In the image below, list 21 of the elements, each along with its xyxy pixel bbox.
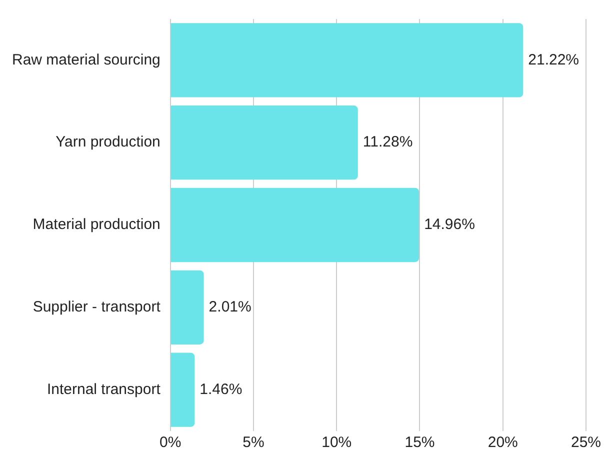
y-tick-label: Supplier - transport — [32, 298, 162, 316]
bar — [170, 270, 204, 344]
x-tick-label: 10% — [322, 434, 352, 452]
y-tick-label: Material production — [32, 216, 160, 234]
bar — [170, 188, 420, 262]
data-label: 21.22% — [528, 51, 580, 68]
data-label: 14.96% — [424, 216, 475, 234]
x-tick-label: 20% — [488, 434, 518, 452]
data-label: 1.46% — [200, 380, 242, 398]
bar — [170, 352, 195, 427]
x-tick-label: 5% — [242, 434, 264, 452]
bar — [170, 23, 524, 98]
x-tick-label: 15% — [404, 434, 435, 452]
data-label: 2.01% — [208, 298, 252, 316]
y-tick-label: Raw material sourcing — [12, 51, 160, 68]
bar — [170, 106, 358, 180]
x-tick-label: 25% — [570, 434, 602, 452]
y-tick-label: Internal transport — [46, 380, 162, 398]
data-label: 11.28% — [362, 134, 413, 151]
y-tick-label: Yarn production — [56, 134, 160, 151]
x-tick-label: 0% — [160, 434, 182, 452]
